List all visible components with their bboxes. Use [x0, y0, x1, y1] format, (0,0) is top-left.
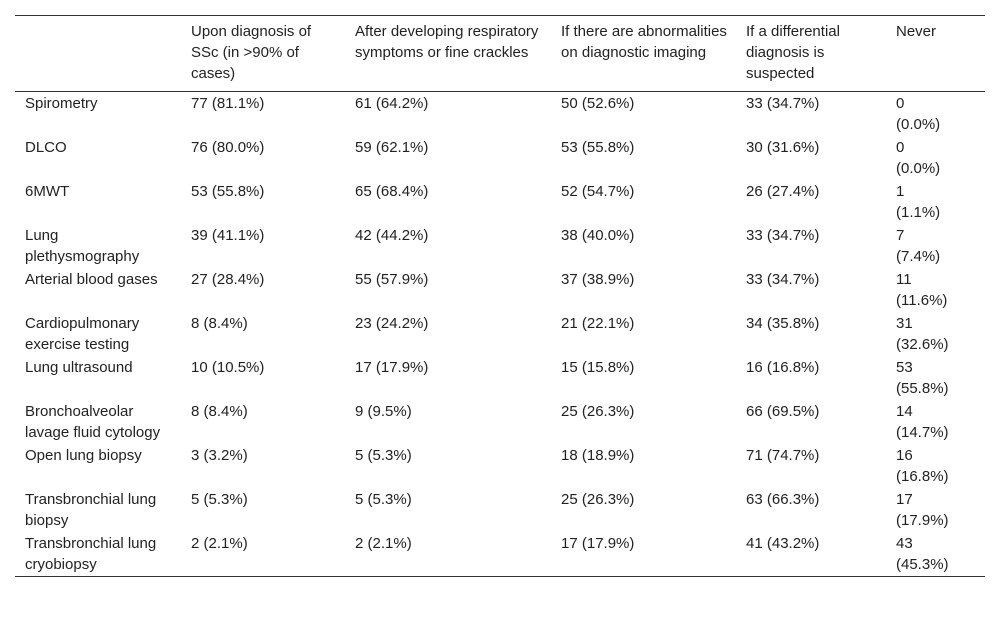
row-label: Transbronchial lung biopsy	[25, 491, 157, 529]
row-label: Cardiopulmonary exercise testing	[25, 315, 140, 353]
table-row: Transbronchial lung cryobiopsy 2 (2.1%) 2 …	[15, 532, 985, 577]
row-label: Bronchoalveolar lavage fluid cytology	[25, 403, 161, 441]
cell-text: 0 (0.0%)	[896, 139, 941, 177]
row-label: Transbronchial lung cryobiopsy	[25, 535, 157, 573]
table-row: 6MWT 53 (55.8%) 65 (68.4%) 52 (54.7%) 26 (27…	[15, 180, 985, 224]
table-cell: 5 (5.3%)	[355, 491, 412, 508]
table-cell: 52 (54.7%)	[561, 183, 635, 200]
table-cell: 18 (18.9%)	[561, 447, 635, 464]
cell-text: 17 (17.9%)	[896, 491, 949, 529]
table-cell: 63 (66.3%)	[746, 491, 820, 508]
table-cell: 55 (57.9%)	[355, 271, 429, 288]
table-cell: 14 (14.7%)	[886, 400, 985, 444]
cell-text: 0 (0.0%)	[896, 95, 941, 133]
cell-text: 11 (11.6%)	[896, 271, 948, 309]
cell-text: 14 (14.7%)	[896, 403, 949, 441]
table-cell: 50 (52.6%)	[561, 95, 635, 112]
table-cell: 8 (8.4%)	[191, 315, 248, 332]
table-cell: 77 (81.1%)	[191, 95, 265, 112]
table-cell: 33 (34.7%)	[746, 95, 820, 112]
table-row: Arterial blood gases 27 (28.4%) 55 (57.9%)…	[15, 268, 985, 312]
table-cell: 25 (26.3%)	[561, 403, 635, 420]
header-row: Upon diagnosis of SSc (in >90% of cases)…	[15, 15, 985, 92]
row-label: Lung plethysmography	[25, 227, 140, 265]
table-cell: 3 (3.2%)	[191, 447, 248, 464]
row-label: 6MWT	[25, 183, 70, 200]
header-cell: Upon diagnosis of SSc (in >90% of cases)	[181, 15, 345, 92]
table-cell: 53 (55.8%)	[886, 356, 985, 400]
table-row: Open lung biopsy 3 (3.2%) 5 (5.3%) 18 (18.9…	[15, 444, 985, 488]
table-row: Transbronchial lung biopsy 5 (5.3%) 5 (5.3…	[15, 488, 985, 532]
table-cell: 25 (26.3%)	[561, 491, 635, 508]
table-row: DLCO 76 (80.0%) 59 (62.1%) 53 (55.8%) 30 (31…	[15, 136, 985, 180]
table-cell: 23 (24.2%)	[355, 315, 429, 332]
table-cell: 17 (17.9%)	[561, 535, 635, 552]
table-cell: 16 (16.8%)	[746, 359, 820, 376]
row-label: Open lung biopsy	[25, 447, 142, 464]
header-cell: Never	[886, 15, 985, 92]
row-label: Lung ultrasound	[25, 359, 133, 376]
table-cell: 11 (11.6%)	[886, 268, 985, 312]
table-row: Lung plethysmography 39 (41.1%) 42 (44.2%)…	[15, 224, 985, 268]
table-body: Spirometry 77 (81.1%) 61 (64.2%) 50 (52.6%)…	[15, 92, 985, 577]
table-header: Upon diagnosis of SSc (in >90% of cases)…	[15, 15, 985, 92]
table-cell: 43 (45.3%)	[886, 532, 985, 577]
table-cell: 17 (17.9%)	[355, 359, 429, 376]
table-cell: 39 (41.1%)	[191, 227, 265, 244]
table-cell: 15 (15.8%)	[561, 359, 635, 376]
table-cell: 33 (34.7%)	[746, 227, 820, 244]
cell-text: 1 (1.1%)	[896, 183, 941, 221]
table-cell: 31 (32.6%)	[886, 312, 985, 356]
table-cell: 71 (74.7%)	[746, 447, 820, 464]
table-cell: 0 (0.0%)	[886, 136, 985, 180]
table-cell: 34 (35.8%)	[746, 315, 820, 332]
table-cell: 76 (80.0%)	[191, 139, 265, 156]
cell-text: 43 (45.3%)	[896, 535, 949, 573]
header-cell: If there are abnormalities on diagnostic…	[551, 15, 736, 92]
table-cell: 59 (62.1%)	[355, 139, 429, 156]
table-cell: 2 (2.1%)	[355, 535, 412, 552]
table-cell: 27 (28.4%)	[191, 271, 265, 288]
table-cell: 65 (68.4%)	[355, 183, 429, 200]
table-cell: 37 (38.9%)	[561, 271, 635, 288]
table-row: Lung ultrasound 10 (10.5%) 17 (17.9%) 15 (1…	[15, 356, 985, 400]
table-cell: 5 (5.3%)	[191, 491, 248, 508]
table-cell: 53 (55.8%)	[191, 183, 265, 200]
table-cell: 66 (69.5%)	[746, 403, 820, 420]
table-cell: 7 (7.4%)	[886, 224, 985, 268]
table-cell: 33 (34.7%)	[746, 271, 820, 288]
table-cell: 1 (1.1%)	[886, 180, 985, 224]
row-label: Spirometry	[25, 95, 98, 112]
cell-text: 16 (16.8%)	[896, 447, 949, 485]
table-row: Bronchoalveolar lavage fluid cytology 8 (…	[15, 400, 985, 444]
table-cell: 26 (27.4%)	[746, 183, 820, 200]
row-label: Arterial blood gases	[25, 271, 158, 288]
table-cell: 53 (55.8%)	[561, 139, 635, 156]
cell-text: 53 (55.8%)	[896, 359, 949, 397]
table-cell: 16 (16.8%)	[886, 444, 985, 488]
table-row: Spirometry 77 (81.1%) 61 (64.2%) 50 (52.6%)…	[15, 92, 985, 137]
table-cell: 5 (5.3%)	[355, 447, 412, 464]
table-cell: 17 (17.9%)	[886, 488, 985, 532]
table-row: Cardiopulmonary exercise testing 8 (8.4%)…	[15, 312, 985, 356]
table-cell: 38 (40.0%)	[561, 227, 635, 244]
table-cell: 8 (8.4%)	[191, 403, 248, 420]
table-cell: 41 (43.2%)	[746, 535, 820, 552]
table-cell: 61 (64.2%)	[355, 95, 429, 112]
cell-text: 31 (32.6%)	[896, 315, 949, 353]
table-cell: 30 (31.6%)	[746, 139, 820, 156]
header-cell: If a differential diagnosis is suspected	[736, 15, 886, 92]
data-table: Upon diagnosis of SSc (in >90% of cases)…	[15, 15, 985, 577]
table-cell: 10 (10.5%)	[191, 359, 265, 376]
table-cell: 0 (0.0%)	[886, 92, 985, 137]
table-cell: 9 (9.5%)	[355, 403, 412, 420]
header-cell: After developing respiratory symptoms or…	[345, 15, 551, 92]
row-label: DLCO	[25, 139, 67, 156]
table-cell: 21 (22.1%)	[561, 315, 635, 332]
header-cell	[15, 15, 181, 92]
table-cell: 2 (2.1%)	[191, 535, 248, 552]
cell-text: 7 (7.4%)	[896, 227, 941, 265]
table-cell: 42 (44.2%)	[355, 227, 429, 244]
